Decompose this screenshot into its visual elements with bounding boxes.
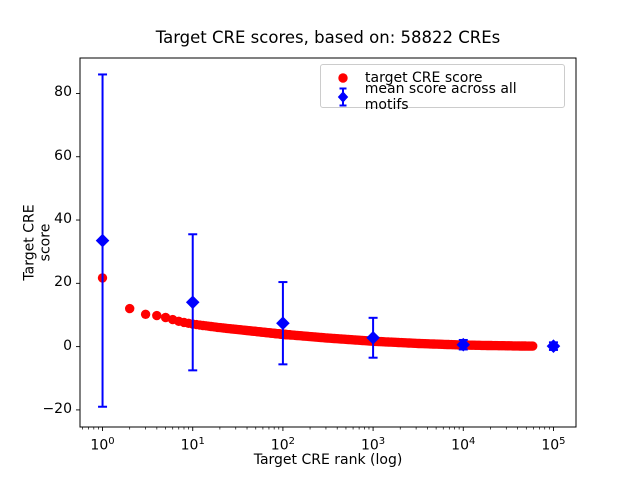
series-target-cre-score xyxy=(97,273,538,351)
y-tick-label: 80 xyxy=(54,84,72,101)
x-tick-label: 102 xyxy=(270,436,295,454)
plot-frame xyxy=(79,57,577,428)
y-tick-label: −20 xyxy=(42,400,72,417)
x-tick-label: 103 xyxy=(360,436,386,454)
x-axis-label: Target CRE rank (log) xyxy=(253,452,403,468)
series-mean-score-across-motifs xyxy=(95,73,561,408)
chart-title: Target CRE scores, based on: 58822 CREs xyxy=(155,28,501,47)
y-tick-label: 20 xyxy=(54,274,72,291)
x-tick-label: 105 xyxy=(541,436,566,454)
x-tick-label: 101 xyxy=(180,436,205,454)
legend: target CRE score mean score across all m… xyxy=(320,64,565,113)
x-tick-label: 104 xyxy=(451,436,476,454)
legend-item-target-score: target CRE score xyxy=(321,68,564,87)
blue-diamond-errorbar-marker-icon xyxy=(321,87,365,107)
legend-label-mean-score: mean score across all motifs xyxy=(364,80,517,113)
legend-label-target-score: target CRE score xyxy=(365,69,483,86)
y-tick-label: 0 xyxy=(63,337,72,354)
x-tick-label: 100 xyxy=(90,436,115,454)
axis-ticks xyxy=(76,92,554,431)
red-circle-marker-icon xyxy=(321,70,365,86)
y-tick-label: 40 xyxy=(54,211,72,228)
legend-item-mean-score: mean score across all motifs xyxy=(321,81,564,113)
y-tick-label: 60 xyxy=(54,147,72,164)
